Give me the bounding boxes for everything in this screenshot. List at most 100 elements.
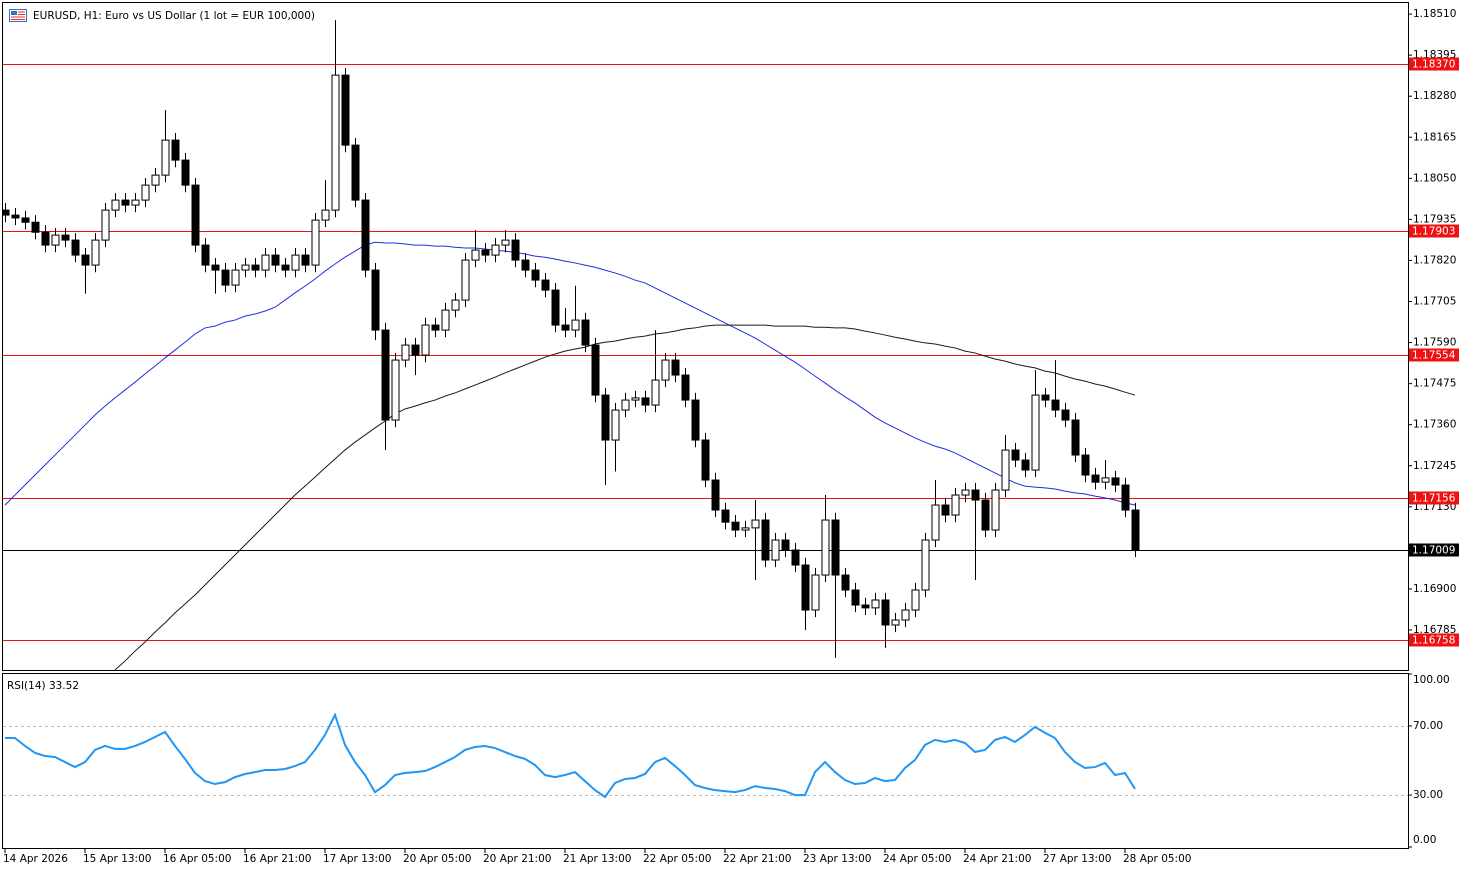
level-label: 1.17156 [1412, 493, 1456, 505]
candle-body [351, 144, 360, 201]
candle-body [671, 359, 680, 376]
candle-body [111, 199, 120, 211]
candle-body [1081, 454, 1090, 476]
level-label: 1.16758 [1412, 635, 1455, 647]
x-tick-label: 24 Apr 21:00 [963, 853, 1031, 865]
candle-body [581, 319, 590, 346]
candle-body [761, 519, 770, 561]
candle-body [21, 217, 30, 223]
candle-body [1041, 394, 1050, 401]
candle-body [631, 397, 640, 401]
level-label-box [1409, 348, 1459, 362]
candle-body [1111, 477, 1120, 486]
candle-body [871, 599, 880, 609]
candle-body [601, 394, 610, 441]
candle-body [571, 319, 580, 331]
y-tick-label: 1.17360 [1413, 419, 1456, 431]
x-tick-label: 15 Apr 13:00 [83, 853, 151, 865]
candle-body [521, 259, 530, 271]
candle-body [641, 397, 650, 406]
x-tick-label: 16 Apr 05:00 [163, 853, 231, 865]
candle-body [381, 329, 390, 421]
candle-body [411, 344, 420, 356]
candle-body [91, 239, 100, 266]
y-tick-label: 100.00 [1413, 674, 1450, 686]
candle-body [101, 209, 110, 241]
y-tick-label: 1.18165 [1413, 131, 1456, 143]
candle-body [1011, 449, 1020, 461]
candle-body [681, 374, 690, 401]
x-tick-label: 23 Apr 13:00 [803, 853, 871, 865]
candle-body [801, 564, 810, 611]
x-tick-label: 22 Apr 05:00 [643, 853, 711, 865]
candle-body [791, 549, 800, 566]
y-tick-label: 1.16785 [1413, 624, 1456, 636]
axes: 1.185101.183951.182801.181651.180501.179… [3, 8, 1459, 865]
candle-body [821, 519, 830, 576]
candle-body [941, 504, 950, 516]
x-tick-label: 28 Apr 05:00 [1123, 853, 1191, 865]
candle-body [1051, 399, 1060, 411]
candle-body [611, 409, 620, 441]
candle-body [961, 489, 970, 496]
candle-body [251, 264, 260, 271]
candle-body [3, 209, 10, 216]
candle-body [421, 324, 430, 356]
candle-body [361, 199, 370, 271]
candle-body [191, 184, 200, 246]
candle-body [811, 574, 820, 611]
level-label: 1.17903 [1412, 226, 1455, 238]
candle-body [591, 344, 600, 396]
y-tick-label: 30.00 [1413, 789, 1443, 801]
level-label-box [1409, 224, 1459, 238]
candle-body [171, 139, 180, 161]
x-tick-label: 17 Apr 13:00 [323, 853, 391, 865]
candle-body [241, 264, 250, 271]
candle-body [71, 239, 80, 256]
x-tick-label: 21 Apr 13:00 [563, 853, 631, 865]
candle-body [341, 74, 350, 146]
candle-body [751, 519, 760, 529]
level-label-box [1409, 57, 1459, 71]
x-tick-label: 20 Apr 21:00 [483, 853, 551, 865]
candle-body [1061, 409, 1070, 421]
candle-body [921, 539, 930, 591]
candle-body [741, 527, 750, 531]
moving-average-line [114, 324, 1136, 670]
candle-body [261, 254, 270, 271]
x-tick-label: 27 Apr 13:00 [1043, 853, 1111, 865]
candle-body [701, 439, 710, 481]
y-tick-label: 1.17820 [1413, 254, 1456, 266]
level-label: 1.18370 [1412, 59, 1455, 71]
rsi-line [5, 712, 1136, 799]
candle-body [621, 399, 630, 411]
x-tick-label: 20 Apr 05:00 [403, 853, 471, 865]
candle-body [151, 174, 160, 186]
candle-body [711, 479, 720, 511]
chart-title: EURUSD, H1: Euro vs US Dollar (1 lot = E… [33, 10, 315, 22]
y-tick-label: 0.00 [1413, 834, 1436, 846]
candle-body [491, 244, 500, 256]
candle-body [231, 269, 240, 286]
candle-body [831, 519, 840, 576]
price-plot [3, 20, 1408, 670]
rsi-title: RSI(14) 33.52 [7, 680, 79, 692]
candle-body [651, 379, 660, 406]
candle-body [861, 604, 870, 609]
y-tick-label: 1.17705 [1413, 296, 1456, 308]
candle-body [501, 239, 510, 246]
candle-body [841, 574, 850, 591]
candle-body [211, 264, 220, 271]
candle-body [691, 399, 700, 441]
candle-body [721, 509, 730, 523]
candle-body [391, 359, 400, 421]
candle-body [541, 279, 550, 291]
candle-body [561, 324, 570, 331]
candle-body [301, 254, 310, 266]
candle-body [511, 239, 520, 261]
candle-body [201, 244, 210, 266]
candle-body [371, 269, 380, 331]
x-tick-label: 22 Apr 21:00 [723, 853, 791, 865]
y-tick-label: 1.18050 [1413, 172, 1456, 184]
